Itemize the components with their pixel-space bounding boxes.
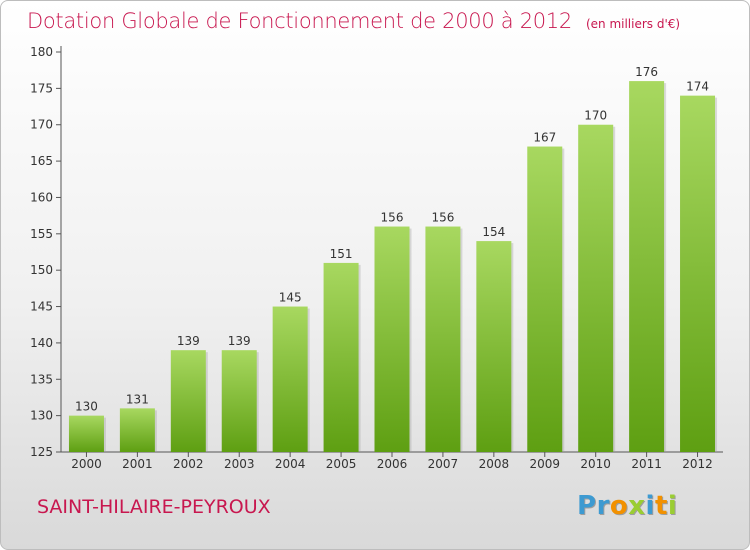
y-tick-label: 130 [30,409,53,423]
bar-value-label: 156 [381,211,404,225]
logo-letter: x [628,491,646,521]
bar-value-label: 176 [635,65,658,79]
bar [425,226,461,452]
bar-value-label: 145 [279,291,302,305]
y-tick-label: 140 [30,336,53,350]
bar [629,81,665,452]
x-tick-label: 2010 [580,457,611,471]
bar [68,415,104,452]
bar [119,408,155,452]
x-tick-label: 2002 [173,457,204,471]
bar-value-label: 156 [431,211,454,225]
y-tick-label: 150 [30,263,53,277]
title-text: Dotation Globale de Fonctionnement de 20… [27,9,572,33]
x-tick-label: 2007 [428,457,459,471]
bar-value-label: 154 [482,225,505,239]
bar-value-label: 174 [686,80,709,94]
logo-letter: i [667,491,678,521]
y-tick-label: 155 [30,227,53,241]
bar-value-label: 130 [75,400,98,414]
logo-letter: i [645,491,655,521]
bar [323,262,359,452]
y-tick-label: 175 [30,81,53,95]
logo-letter: r [596,491,610,521]
bar [170,350,206,452]
y-tick-label: 170 [30,118,53,132]
x-tick-label: 2005 [326,457,357,471]
bar-value-label: 167 [533,131,556,145]
y-tick-label: 160 [30,190,53,204]
x-tick-label: 2001 [122,457,153,471]
chart-title: Dotation Globale de Fonctionnement de 20… [27,9,680,33]
bar-value-label: 151 [330,247,353,261]
bar [272,306,308,452]
x-tick-label: 2008 [479,457,510,471]
x-tick-label: 2012 [682,457,713,471]
x-tick-label: 2004 [275,457,306,471]
x-tick-label: 2003 [224,457,255,471]
y-tick-label: 135 [30,372,53,386]
y-tick-label: 165 [30,154,53,168]
x-tick-label: 2000 [71,457,102,471]
y-tick-label: 145 [30,300,53,314]
logo-letter: P [577,491,597,521]
x-tick-label: 2006 [377,457,408,471]
bar [578,124,614,453]
bar [476,241,512,452]
bar [221,350,257,452]
proxiti-logo: Proxiti [577,491,677,521]
bar-value-label: 139 [228,334,251,348]
commune-name: SAINT-HILAIRE-PEYROUX [37,496,271,518]
x-tick-label: 2011 [631,457,662,471]
unit-label: (en milliers d'€) [585,17,681,31]
logo-letter: o [609,491,629,521]
bar [680,95,716,453]
bar-value-label: 170 [584,109,607,123]
bar [527,146,563,452]
bar [374,226,410,452]
bar-value-label: 139 [177,334,200,348]
y-tick-label: 180 [30,45,53,59]
logo-letter: t [654,491,668,521]
x-tick-label: 2009 [529,457,560,471]
y-tick-label: 125 [30,445,53,459]
bar-value-label: 131 [126,392,149,406]
